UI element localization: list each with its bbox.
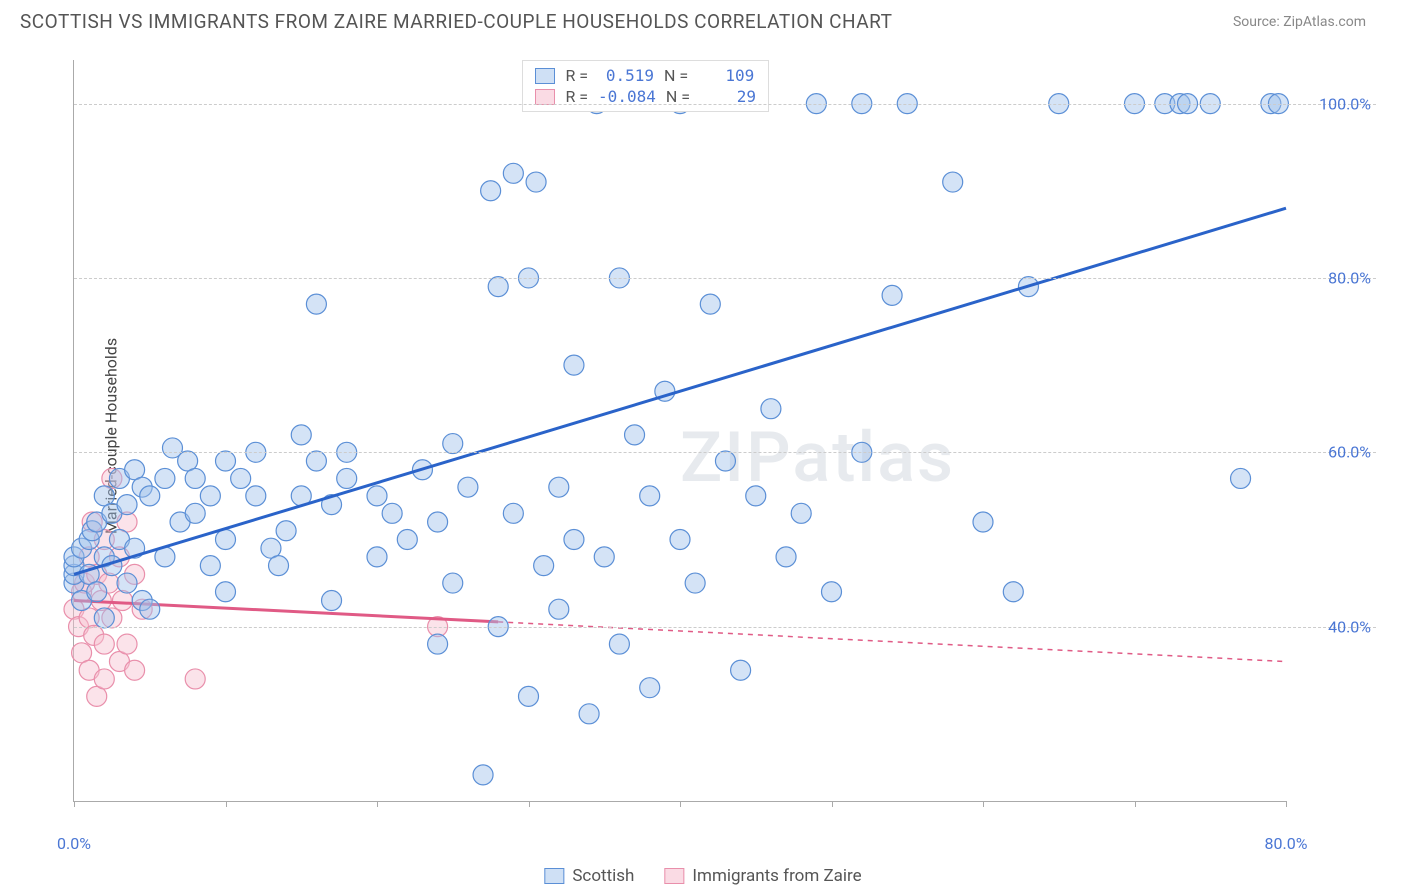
x-tick bbox=[983, 801, 984, 807]
gridline bbox=[74, 627, 1376, 628]
y-tick-label: 40.0% bbox=[1328, 617, 1371, 636]
chart-header: SCOTTISH VS IMMIGRANTS FROM ZAIRE MARRIE… bbox=[0, 0, 1406, 39]
gridline bbox=[74, 104, 1376, 105]
x-tick bbox=[529, 801, 530, 807]
plot-container: Married-couple Households ZIPatlas R = 0… bbox=[55, 50, 1376, 822]
chart-svg bbox=[74, 60, 1286, 801]
x-tick bbox=[1286, 801, 1287, 807]
plot-area: ZIPatlas R = 0.519 N = 109 R = -0.084 N … bbox=[73, 60, 1286, 802]
stats-row-scottish: R = 0.519 N = 109 bbox=[523, 65, 768, 86]
x-tick bbox=[680, 801, 681, 807]
legend-item-scottish: Scottish bbox=[544, 866, 634, 886]
stat-r-scottish: 0.519 bbox=[598, 66, 654, 85]
gridline bbox=[74, 452, 1376, 453]
legend-label-scottish: Scottish bbox=[572, 866, 634, 886]
legend-swatch-zaire-icon bbox=[664, 868, 684, 884]
legend-label-zaire: Immigrants from Zaire bbox=[692, 866, 861, 886]
swatch-zaire-icon bbox=[535, 89, 555, 105]
x-tick bbox=[74, 801, 75, 807]
x-tick-label: 0.0% bbox=[57, 834, 91, 853]
x-tick-label: 80.0% bbox=[1265, 834, 1308, 853]
x-tick bbox=[377, 801, 378, 807]
legend-item-zaire: Immigrants from Zaire bbox=[664, 866, 861, 886]
y-tick-label: 60.0% bbox=[1328, 443, 1371, 462]
gridline bbox=[74, 278, 1376, 279]
swatch-scottish-icon bbox=[535, 68, 555, 84]
y-tick-label: 80.0% bbox=[1328, 268, 1371, 287]
chart-title: SCOTTISH VS IMMIGRANTS FROM ZAIRE MARRIE… bbox=[20, 10, 892, 33]
legend-swatch-scottish-icon bbox=[544, 868, 564, 884]
chart-source: Source: ZipAtlas.com bbox=[1233, 14, 1366, 30]
x-tick bbox=[832, 801, 833, 807]
y-tick-label: 100.0% bbox=[1319, 94, 1371, 113]
x-tick bbox=[1135, 801, 1136, 807]
x-tick bbox=[226, 801, 227, 807]
bottom-legend: Scottish Immigrants from Zaire bbox=[544, 866, 861, 886]
stat-n-scottish: 109 bbox=[698, 66, 754, 85]
stat-label: R = bbox=[565, 66, 588, 85]
stat-label: N = bbox=[664, 66, 688, 85]
